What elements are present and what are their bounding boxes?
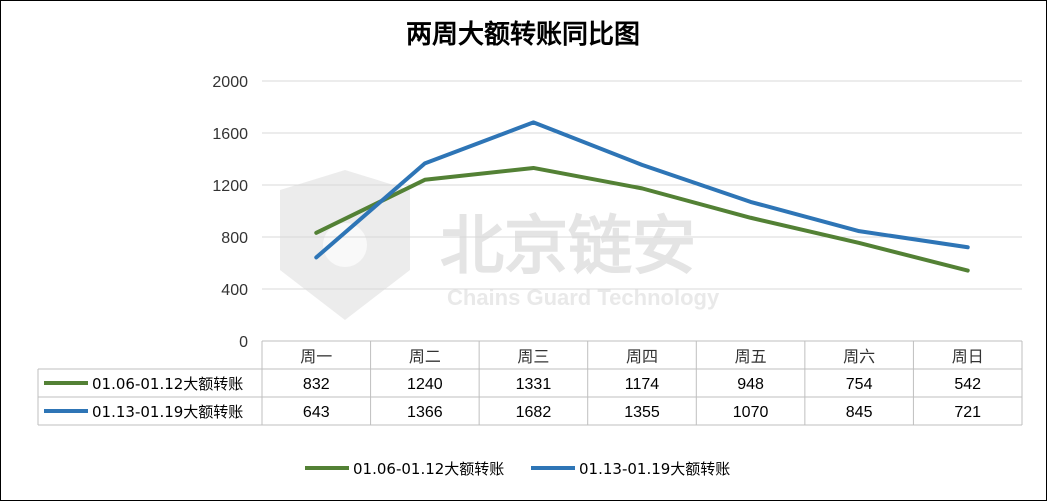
data-label: 643 (303, 404, 330, 421)
row-label: 01.13-01.19大额转账 (92, 403, 243, 421)
y-tick-label: 800 (221, 230, 248, 247)
y-tick-label: 400 (221, 282, 248, 299)
data-label: 754 (846, 376, 873, 393)
legend-label: 01.06-01.12大额转账 (353, 460, 504, 478)
data-label: 1331 (516, 376, 552, 393)
y-tick-label: 1200 (212, 178, 248, 195)
x-category-label: 周五 (735, 347, 767, 366)
x-category-label: 周三 (517, 347, 549, 366)
data-label: 1366 (407, 404, 443, 421)
x-category-label: 周四 (626, 347, 658, 366)
data-label: 1682 (516, 404, 552, 421)
data-label: 832 (303, 376, 330, 393)
data-label: 1174 (625, 376, 660, 393)
data-label: 542 (954, 376, 981, 393)
x-category-label: 周日 (952, 347, 984, 366)
series-lines (314, 120, 970, 273)
legend: 01.06-01.12大额转账 01.13-01.19大额转账 (305, 460, 730, 478)
data-label: 721 (954, 404, 981, 421)
watermark: 北京链安 Chains Guard Technology (280, 170, 720, 320)
y-axis-ticks: 0 400 800 1200 1600 2000 (212, 74, 248, 351)
y-tick-label: 1600 (212, 126, 248, 143)
data-label: 1070 (733, 404, 769, 421)
data-label: 1240 (407, 376, 443, 393)
x-category-label: 周一 (300, 347, 332, 366)
data-label: 845 (846, 404, 873, 421)
row-label: 01.06-01.12大额转账 (92, 375, 243, 393)
data-label: 1355 (624, 404, 660, 421)
x-category-label: 周二 (409, 347, 441, 366)
data-label: 948 (737, 376, 764, 393)
watermark-gear-icon (323, 223, 367, 267)
x-category-label: 周六 (843, 347, 875, 366)
chart-title: 两周大额转账同比图 (406, 20, 640, 50)
legend-label: 01.13-01.19大额转账 (579, 460, 730, 478)
watermark-text: 北京链安 (440, 210, 696, 284)
y-tick-label: 2000 (212, 74, 248, 91)
data-table: 周一 周二 周三 周四 周五 周六 周日 01.06-01.12大额转账 832 1240 1331… (37, 340, 1023, 426)
y-tick-label: 0 (239, 334, 248, 351)
